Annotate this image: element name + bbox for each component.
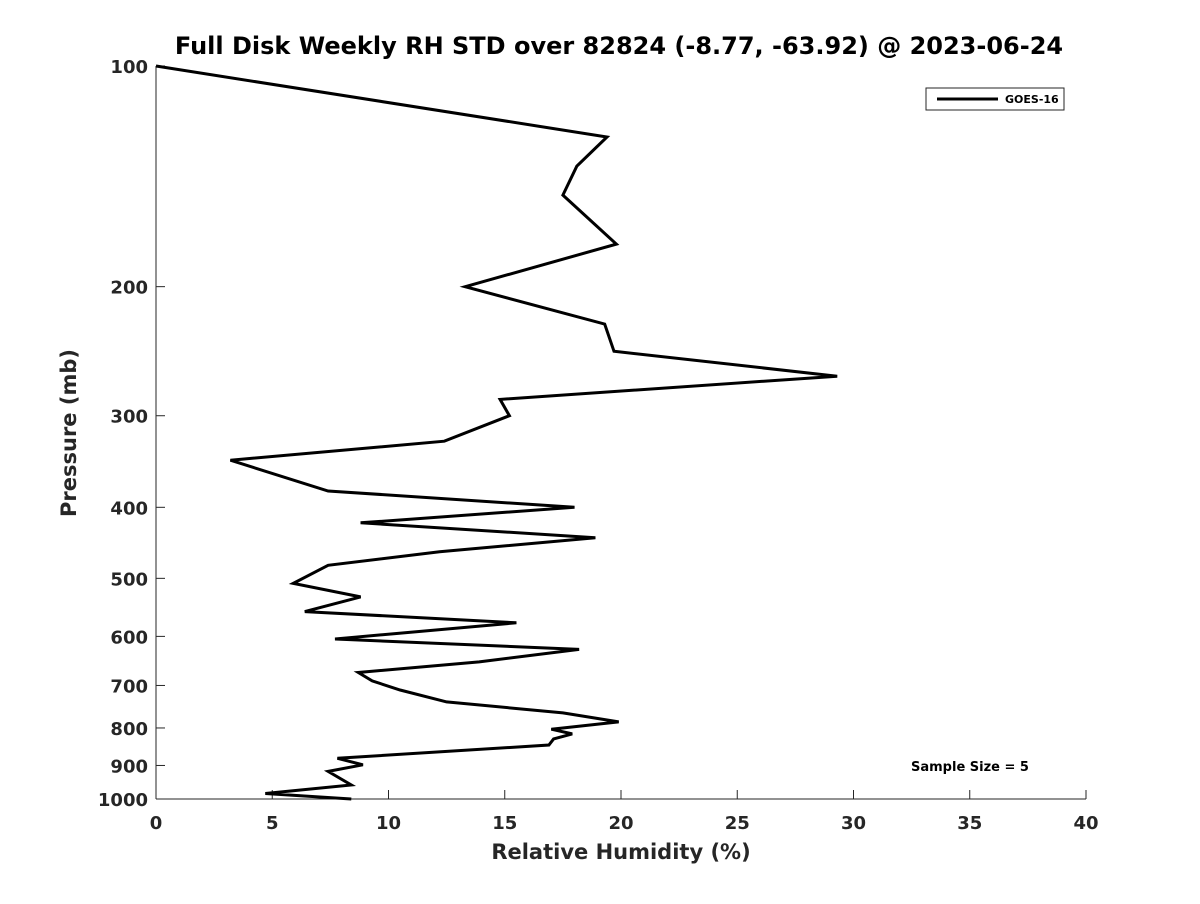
y-tick-label: 900 <box>110 756 148 777</box>
series-line-goes-16 <box>155 64 838 801</box>
chart-title: Full Disk Weekly RH STD over 82824 (-8.7… <box>175 32 1063 60</box>
sample-size-annotation: Sample Size = 5 <box>911 760 1029 775</box>
legend-label: GOES-16 <box>1005 93 1059 106</box>
x-tick-label: 15 <box>492 813 517 834</box>
y-tick-label: 200 <box>110 278 148 299</box>
y-tick-label: 1000 <box>98 790 148 811</box>
y-tick-label: 700 <box>110 676 148 697</box>
y-tick-label: 100 <box>110 57 148 78</box>
y-tick-label: 500 <box>110 569 148 590</box>
y-tick-label: 300 <box>110 407 148 428</box>
x-tick-label: 20 <box>608 813 633 834</box>
y-ticks: 100 200 300 400 500 600 700 800 900 1000 <box>98 57 165 811</box>
y-tick-label: 400 <box>110 498 148 519</box>
y-tick-label: 600 <box>110 627 148 648</box>
legend: GOES-16 <box>925 87 1065 111</box>
x-tick-label: 35 <box>957 813 982 834</box>
x-tick-label: 10 <box>376 813 401 834</box>
y-tick-label: 800 <box>110 719 148 740</box>
x-tick-label: 40 <box>1073 813 1098 834</box>
x-ticks: 0 5 10 15 20 25 30 35 40 <box>150 790 1099 834</box>
x-tick-label: 0 <box>150 813 163 834</box>
y-axis-label: Pressure (mb) <box>57 349 81 517</box>
x-tick-label: 5 <box>266 813 279 834</box>
x-axis-label: Relative Humidity (%) <box>491 840 750 864</box>
x-tick-label: 30 <box>841 813 866 834</box>
x-tick-label: 25 <box>725 813 750 834</box>
